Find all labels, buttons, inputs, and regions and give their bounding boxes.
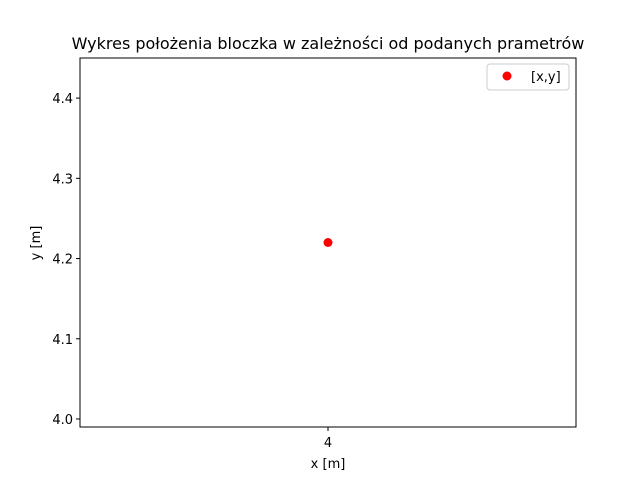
y-tick-label: 4.4 xyxy=(52,92,73,107)
x-axis-ticks: 4 xyxy=(324,427,332,451)
data-points xyxy=(323,238,333,247)
legend-label: [x,y] xyxy=(531,70,561,85)
data-point xyxy=(323,238,333,247)
y-axis-label: y [m] xyxy=(29,226,44,261)
legend-marker-icon xyxy=(502,71,512,81)
y-axis-ticks: 4.0 4.1 4.2 4.3 4.4 xyxy=(52,92,80,428)
y-tick-label: 4.3 xyxy=(52,172,73,187)
legend: [x,y] xyxy=(486,63,570,91)
y-tick-label: 4.1 xyxy=(52,333,73,348)
x-tick-label: 4 xyxy=(324,436,332,451)
legend-box xyxy=(486,63,570,91)
chart-title: Wykres położenia bloczka w zależności od… xyxy=(72,34,585,53)
y-tick-label: 4.2 xyxy=(52,253,73,268)
x-axis-label: x [m] xyxy=(311,457,346,472)
y-tick-label: 4.0 xyxy=(52,413,73,428)
